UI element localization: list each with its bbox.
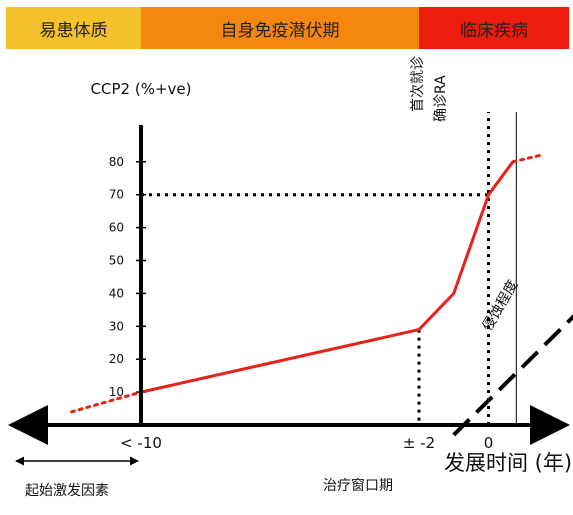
treatment-window-label: 治疗窗口期 [323,477,393,494]
annotation-erosion: 侵蚀程度 [479,277,522,334]
x-tick-label: 0 [484,434,494,452]
x-tick-label: ± -2 [403,434,435,452]
erosion-line [452,314,573,437]
x-tick-label: < -10 [120,434,162,452]
phase-band-latent: 自身免疫潜伏期 [141,7,419,49]
reference-lines [141,112,517,425]
y-tick-label: 80 [109,155,124,169]
y-tick-label: 20 [109,352,124,366]
y-axis-label: CCP2 (%+ve) [91,80,192,98]
x-tick-labels: < -10 ± -2 0 [120,434,493,452]
phase-band-clinical: 临床疾病 [419,7,569,49]
y-tick-label: 10 [109,385,124,399]
ccp2-series-line [140,160,515,394]
annotation-first-visit: 首次就诊 [410,56,426,112]
annotation-diagnosis: 确诊RA [433,75,449,122]
y-tick-label: 30 [109,319,124,333]
x-axis-label: 发展时间 (年) [444,451,572,475]
y-ticks: 10 20 30 40 50 60 70 80 [109,155,146,399]
curve-extrapolation-before [70,390,143,414]
trigger-label: 起始激发因素 [25,482,109,499]
phase-band-predisposition: 易患体质 [6,7,141,49]
y-tick-label: 60 [109,221,124,235]
y-tick-label: 50 [109,254,124,268]
y-tick-label: 40 [109,286,124,300]
curve-extrapolation-after [511,153,543,164]
y-tick-label: 70 [109,188,124,202]
